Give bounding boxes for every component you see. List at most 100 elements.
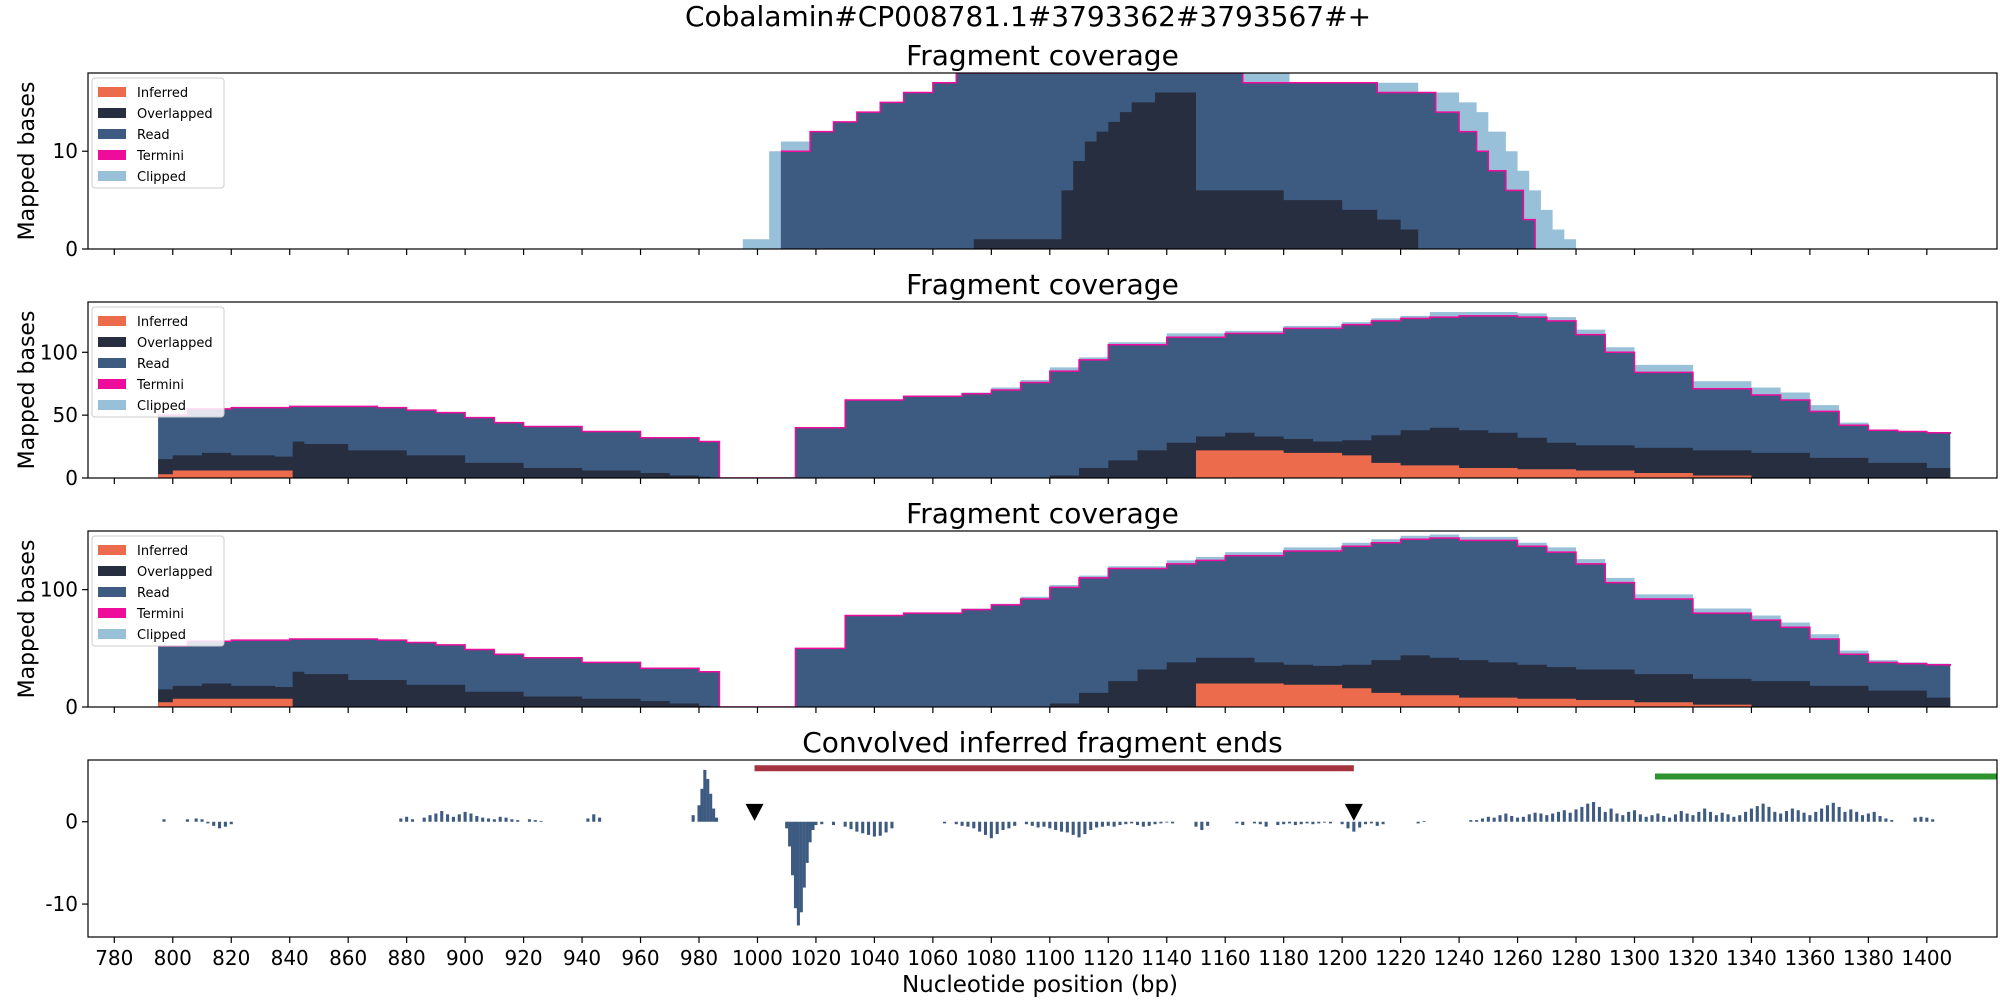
fragment-end-bar	[229, 821, 233, 825]
x-axis-label: Nucleotide position (bp)	[902, 972, 1178, 998]
fragment-end-bar	[1884, 818, 1888, 822]
x-tick-label: 840	[271, 946, 309, 970]
fragment-end-bar	[1831, 802, 1835, 822]
fragment-end-bar	[995, 821, 999, 835]
fragment-end-bar	[1761, 803, 1765, 822]
fragment-end-bar	[1352, 821, 1356, 832]
legend-label-termini: Termini	[136, 607, 184, 622]
fragment-end-bar	[1697, 811, 1701, 822]
x-tick-label: 860	[329, 946, 367, 970]
fragment-end-bar	[1931, 819, 1935, 822]
y-tick-label: 0	[65, 466, 78, 490]
fragment-end-bar	[527, 819, 531, 822]
fragment-end-bar	[1065, 821, 1069, 833]
axes-frame	[87, 72, 1998, 250]
fragment-end-bar	[1580, 806, 1584, 822]
fragment-end-bar	[878, 821, 882, 836]
fragment-end-bar	[533, 820, 537, 822]
fragment-end-bar	[598, 817, 602, 822]
fragment-end-bar	[1627, 811, 1631, 822]
fragment-end-bar	[1375, 821, 1379, 826]
fragment-end-bar	[223, 821, 227, 827]
x-tick-label: 1360	[1784, 946, 1835, 970]
fragment-end-bar	[1299, 821, 1303, 825]
fragment-end-bar	[966, 821, 970, 827]
fragment-end-bar	[1282, 821, 1286, 825]
fragment-end-bar	[1551, 813, 1555, 822]
y-tick-label: 0	[65, 695, 78, 719]
y-tick-label: 100	[40, 340, 78, 364]
fragment-end-bar	[1235, 821, 1239, 824]
fragment-end-bar	[1837, 806, 1841, 822]
fragment-end-bar	[1866, 813, 1870, 822]
fragment-end-bar	[1825, 805, 1829, 822]
fragment-end-bar	[1480, 818, 1485, 822]
fragment-end-bar	[697, 805, 701, 822]
x-tick-label: 1220	[1375, 946, 1426, 970]
fragment-end-bar	[422, 817, 426, 822]
fragment-end-bar	[1340, 821, 1344, 825]
fragment-end-bar	[1171, 821, 1175, 824]
legend-swatch-read	[98, 358, 126, 368]
fragment-end-bar	[1890, 820, 1894, 822]
legend-label-inferred: Inferred	[137, 544, 188, 559]
x-tick-label: 1080	[966, 946, 1017, 970]
fragment-end-bar	[1545, 815, 1549, 822]
series-termini-edge	[158, 537, 1951, 707]
fragment-end-bar	[960, 821, 964, 826]
legend: Inferred Overlapped Read Termini Clipped	[91, 306, 225, 418]
y-axis-label: Mapped bases	[15, 311, 40, 470]
fragment-end-bar	[1369, 821, 1373, 824]
fragment-end-bar	[1808, 815, 1812, 822]
legend-swatch-clipped	[98, 400, 126, 410]
fragment-end-bar	[1726, 814, 1730, 822]
fragment-end-bar	[1358, 821, 1362, 828]
fragment-end-bar	[1592, 801, 1596, 822]
fragment-end-bar	[1510, 815, 1514, 822]
legend-swatch-overlapped	[98, 108, 126, 118]
x-tick-label: 1000	[732, 946, 783, 970]
legend-swatch-inferred	[98, 316, 126, 326]
fragment-end-bar	[457, 814, 461, 822]
legend-swatch-clipped	[98, 171, 126, 181]
fragment-end-bar	[1475, 820, 1479, 822]
fragment-end-bar	[972, 821, 976, 829]
fragment-end-bar	[1790, 808, 1794, 822]
fragment-end-bar	[475, 815, 479, 822]
fragment-end-bar	[1574, 809, 1578, 822]
legend: Inferred Overlapped Read Termini Clipped	[91, 77, 225, 189]
fragment-end-bar	[1381, 821, 1385, 825]
chart-panels: Fragment coverage Inferred Overlapped Read T…	[15, 39, 1998, 970]
fragment-end-bar	[1287, 821, 1292, 824]
fragment-end-bar	[1673, 814, 1677, 822]
legend-swatch-overlapped	[98, 337, 126, 347]
legend-label-clipped: Clipped	[137, 399, 186, 414]
fragment-end-bar	[849, 821, 853, 830]
fragment-end-bar	[1030, 821, 1034, 826]
fragment-end-bar	[481, 817, 485, 822]
fragment-end-bar	[1200, 821, 1204, 830]
fragment-end-bar	[539, 820, 543, 822]
fragment-end-bar	[703, 769, 707, 822]
fragment-end-bar	[712, 808, 716, 822]
y-axis-label: Mapped bases	[15, 540, 40, 699]
plot-area	[158, 534, 1951, 707]
fragment-end-bar	[1562, 810, 1566, 822]
panel-title: Fragment coverage	[906, 497, 1179, 530]
fragment-end-bar	[700, 788, 704, 822]
fragment-end-bar	[1305, 821, 1309, 824]
series-termini-edge	[158, 315, 1951, 478]
x-tick-label: 1120	[1083, 946, 1134, 970]
axes-frame	[87, 301, 1998, 479]
y-axis-label: Mapped bases	[15, 82, 40, 241]
fragment-end-bar	[706, 778, 710, 822]
series-overlapped-area	[158, 427, 1951, 478]
fragment-end-bar	[1767, 806, 1771, 822]
legend-label-overlapped: Overlapped	[137, 565, 213, 580]
panel-3: Fragment coverage Inferred Overlapped Read T…	[15, 497, 1998, 719]
fragment-end-bar	[434, 813, 438, 822]
panel-4: Convolved inferred fragment ends -10 0 780 8…	[45, 726, 1998, 970]
fragment-end-bar	[1691, 815, 1695, 822]
x-tick-label: 1300	[1609, 946, 1660, 970]
fragment-end-bar	[1814, 811, 1818, 822]
